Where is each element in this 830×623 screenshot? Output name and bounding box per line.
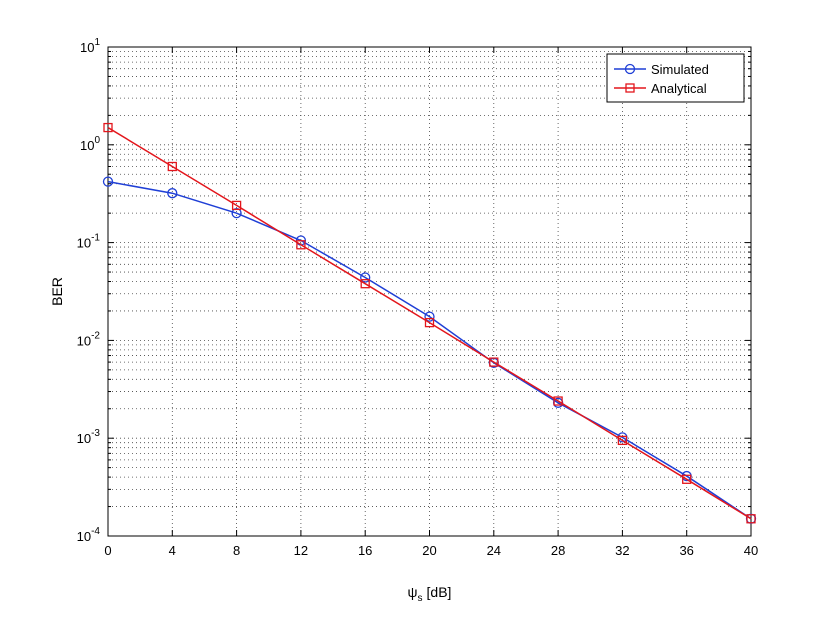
data-point-analytical (617, 435, 628, 446)
legend-marker (625, 83, 635, 93)
y-tick-base: 10 (77, 431, 91, 446)
x-tick-label: 20 (422, 543, 436, 558)
legend-marker (624, 63, 636, 75)
y-tick-exponent: -3 (91, 428, 100, 439)
x-tick-label: 8 (233, 543, 240, 558)
legend-item-analytical: Analytical (614, 81, 707, 96)
x-tick-label: 24 (487, 543, 501, 558)
y-tick-label: 101 (80, 37, 100, 55)
x-axis-label-main: ψ (408, 584, 418, 600)
data-point-analytical (360, 279, 370, 289)
y-tick-label: 100 (80, 135, 100, 153)
data-point-analytical (682, 474, 692, 484)
data-point-analytical (231, 200, 242, 211)
y-tick-base: 10 (80, 138, 94, 153)
x-axis-label: ψs [dB] (408, 584, 452, 604)
data-point-simulated (360, 272, 371, 283)
x-tick-label: 32 (615, 543, 629, 558)
data-point-analytical (424, 317, 435, 328)
data-point-simulated (231, 208, 242, 219)
legend-label: Simulated (651, 62, 709, 77)
y-tick-exponent: 0 (94, 135, 100, 146)
y-tick-base: 10 (80, 40, 94, 55)
data-point-simulated (424, 311, 435, 322)
axis-ticks: 0 4 8 12 16 20 24 28 32 36 4010-410-310-210-110010… (77, 37, 759, 558)
y-tick-base: 10 (77, 529, 91, 544)
x-axis-label-unit: [dB] (427, 584, 452, 600)
data-point-simulated (102, 176, 114, 187)
y-tick-label: 10-1 (77, 233, 101, 251)
legend-label: Analytical (651, 81, 707, 96)
y-tick-label: 10-4 (77, 526, 101, 544)
y-tick-label: 10-3 (77, 428, 101, 446)
x-tick-label: 40 (744, 543, 758, 558)
data-point-analytical (167, 161, 177, 172)
y-tick-label: 10-2 (77, 330, 101, 348)
data-point-analytical (746, 514, 756, 524)
data-series (102, 122, 757, 524)
x-tick-label: 36 (679, 543, 693, 558)
legend: Simulated Analytical (606, 53, 745, 103)
grid-lines (108, 47, 751, 536)
y-tick-exponent: -2 (91, 330, 100, 341)
x-tick-label: 12 (294, 543, 308, 558)
data-point-analytical (103, 122, 113, 133)
data-point-analytical (553, 396, 563, 406)
x-tick-label: 28 (551, 543, 565, 558)
series-line-simulated (107, 180, 752, 520)
y-axis-label: BER (49, 277, 65, 306)
x-tick-label: 4 (169, 543, 176, 558)
legend-box (606, 53, 745, 103)
x-tick-label: 0 (104, 543, 111, 558)
series-line-analytical (107, 126, 752, 520)
y-tick-exponent: -4 (91, 526, 100, 537)
x-tick-label: 16 (358, 543, 372, 558)
y-tick-exponent: 1 (94, 37, 100, 48)
data-point-simulated (167, 188, 178, 199)
data-point-analytical (489, 357, 499, 367)
data-point-analytical (296, 240, 306, 250)
y-tick-base: 10 (77, 236, 91, 251)
y-tick-base: 10 (77, 333, 91, 348)
x-axis-label-sub: s (418, 593, 423, 604)
y-tick-exponent: -1 (91, 233, 100, 244)
series-analytical (103, 122, 756, 524)
legend-item-simulated: Simulated (614, 62, 709, 77)
